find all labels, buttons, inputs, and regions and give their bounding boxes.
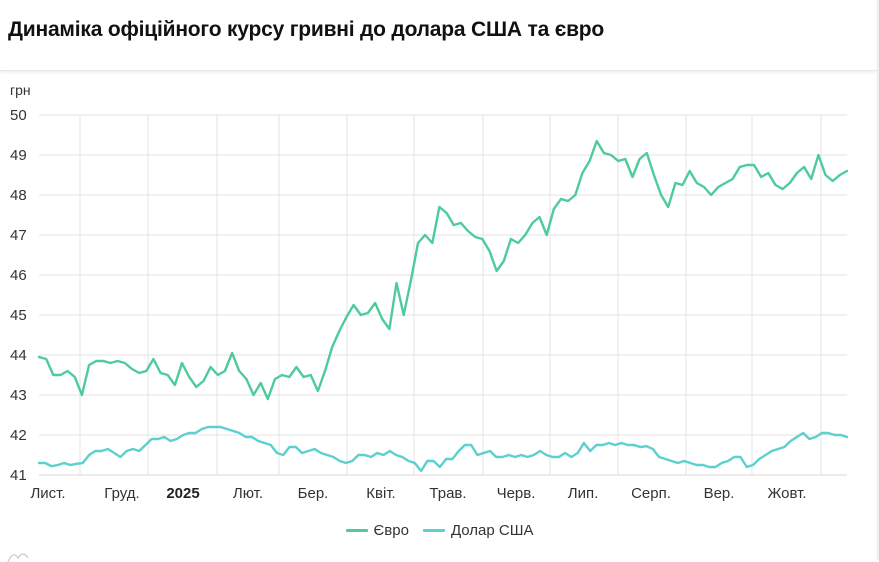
x-tick-label: Квіт. [366, 485, 395, 502]
x-tick-label: Лют. [233, 485, 263, 502]
legend-item-usd[interactable]: Долар США [422, 522, 534, 539]
brand-logo-icon [7, 553, 29, 562]
y-tick-label: 47 [10, 227, 27, 244]
x-tick-label: Груд. [104, 485, 139, 502]
euro-series-line[interactable] [37, 139, 849, 401]
y-tick-label: 49 [10, 147, 27, 164]
legend-label-usd: Долар США [450, 522, 534, 539]
x-axis-ticks: Лист. Груд. 2025 Лют. Бер. Квіт. Трав. Черв. Лип… [30, 485, 806, 502]
x-tick-label: Жовт. [767, 485, 806, 502]
x-tick-label: Серп. [631, 485, 671, 502]
x-tick-label: Вер. [704, 485, 735, 502]
y-tick-label: 42 [10, 427, 27, 444]
chart-legend: Євро Долар США [0, 522, 879, 539]
y-tick-label: 44 [10, 347, 27, 364]
legend-item-euro[interactable]: Євро [345, 522, 409, 539]
legend-label-euro: Євро [373, 522, 409, 539]
y-tick-label: 48 [10, 187, 27, 204]
y-tick-label: 41 [10, 467, 27, 484]
chart-grid [39, 114, 847, 476]
usd-series-line[interactable] [37, 425, 849, 473]
y-tick-label: 50 [10, 107, 27, 124]
x-tick-label: Черв. [497, 485, 536, 502]
chart-title: Динаміка офіційного курсу гривні до дола… [8, 18, 605, 41]
y-axis-ticks: 41 42 43 44 45 46 47 48 49 50 [10, 107, 27, 484]
x-tick-label: Бер. [298, 485, 329, 502]
y-tick-label: 43 [10, 387, 27, 404]
y-axis-unit-label: грн [10, 82, 31, 98]
x-tick-label: 2025 [166, 485, 199, 502]
y-tick-label: 46 [10, 267, 27, 284]
chart-header: Динаміка офіційного курсу гривні до дола… [0, 0, 877, 71]
x-tick-label: Лип. [568, 485, 599, 502]
card-border [877, 0, 879, 560]
x-tick-label: Трав. [429, 485, 466, 502]
euro-swatch-icon [345, 529, 368, 532]
y-tick-label: 45 [10, 307, 27, 324]
x-tick-label: Лист. [30, 485, 65, 502]
usd-swatch-icon [422, 529, 445, 532]
